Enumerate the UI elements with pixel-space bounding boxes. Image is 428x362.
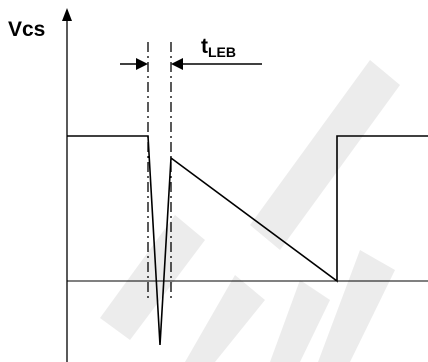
leb-label-symbol: t [201, 35, 208, 58]
leb-label: tLEB [201, 35, 236, 60]
y-axis-arrow [62, 8, 72, 21]
background-watermark [100, 60, 400, 362]
leb-label-subscript: LEB [208, 44, 236, 60]
leb-arrow-right-head [171, 58, 183, 70]
y-axis-label: Vcs [8, 18, 45, 41]
leb-arrow-left-head [136, 58, 148, 70]
